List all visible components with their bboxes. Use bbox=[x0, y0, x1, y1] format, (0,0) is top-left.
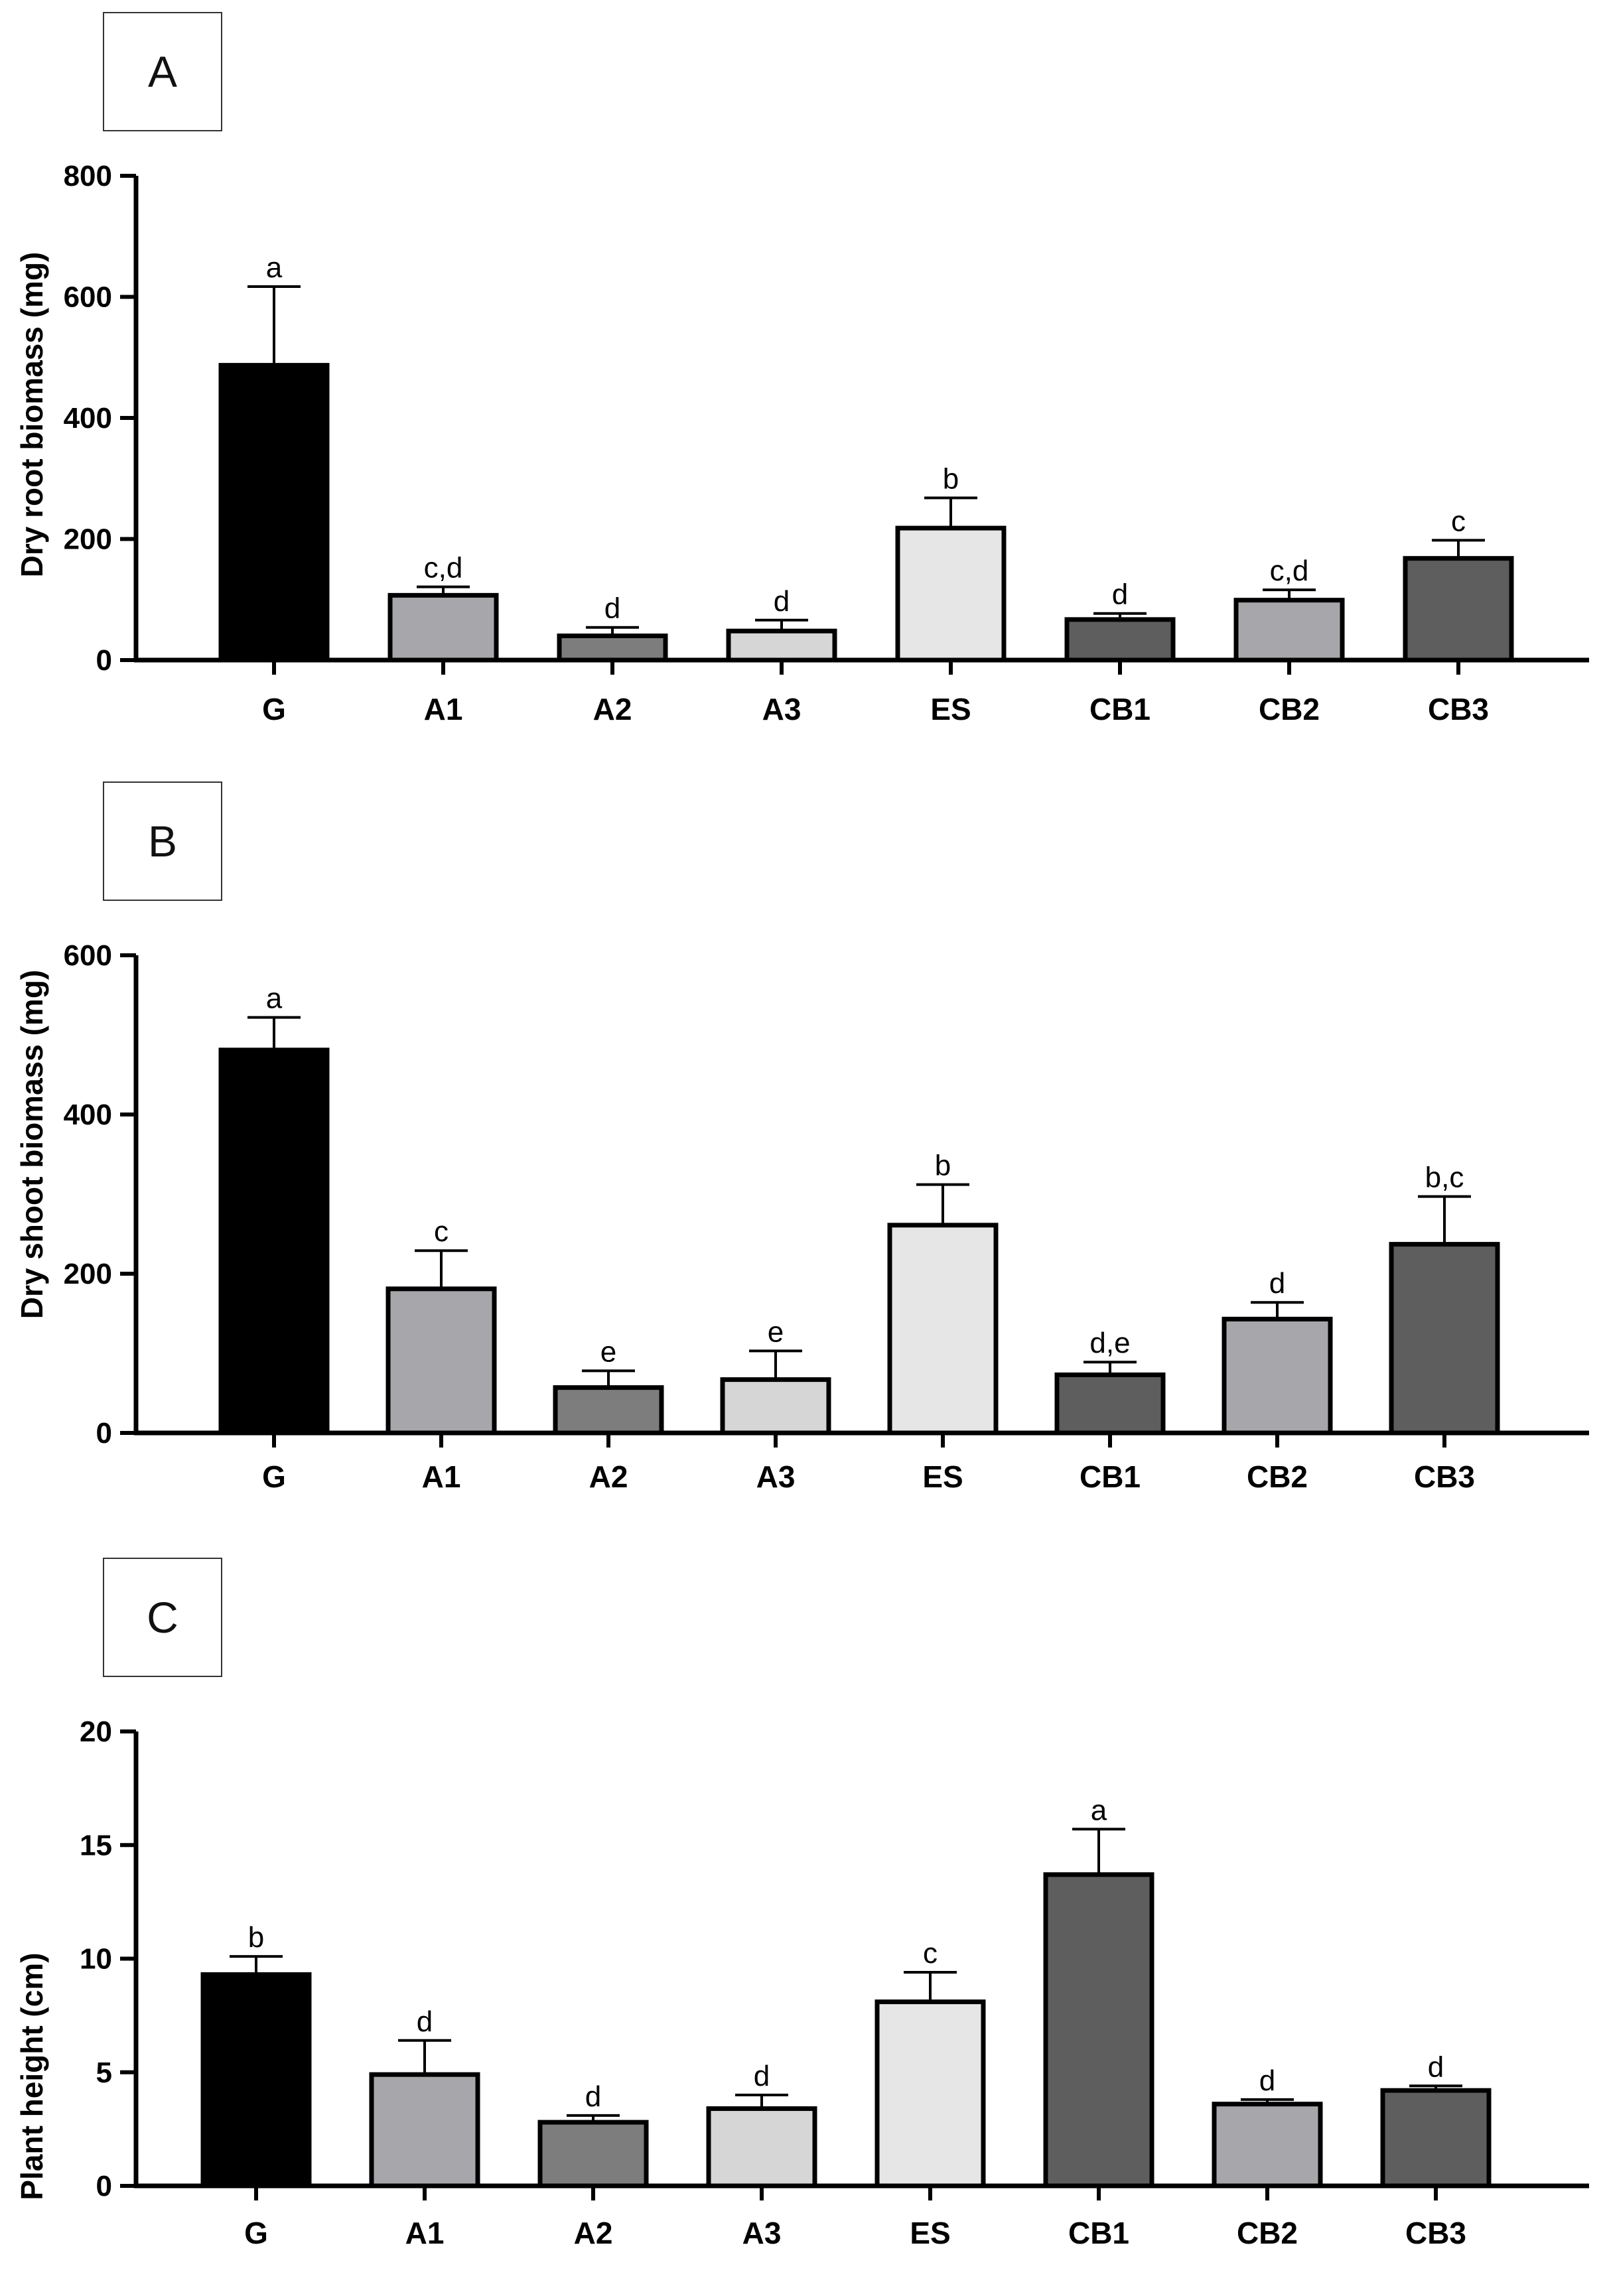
significance-label: e bbox=[768, 1316, 784, 1348]
category-label: G bbox=[244, 2216, 268, 2250]
bar-chart-b: 0 200 400 600 a Gc A1 e A2 e A3 b ES d,e CB1 d CB2 b,c CB3 bbox=[64, 939, 1589, 1494]
category-label: A3 bbox=[762, 692, 802, 726]
bar-a3 bbox=[726, 628, 837, 663]
bar-cb2 bbox=[1233, 598, 1345, 663]
bar-chart-c: 0 5 10 15 20 b Gd A1 d A2 d A3 c ES a CB1 d CB2 d CB3 bbox=[80, 1716, 1589, 2250]
category-label: CB2 bbox=[1237, 2216, 1298, 2250]
bar-es bbox=[895, 525, 1007, 663]
y-tick-label: 0 bbox=[96, 2170, 112, 2202]
bar-chart-a: 0 200 400 600 800 a Gc,d A1 d A2 d A3 b ES d CB1 c,d CB2 c… bbox=[64, 160, 1589, 726]
panel-label: A bbox=[147, 47, 178, 96]
y-tick-label: 400 bbox=[64, 402, 112, 435]
category-label: ES bbox=[930, 692, 971, 726]
bar-a1 bbox=[369, 2072, 480, 2189]
y-tick-label: 0 bbox=[96, 644, 112, 677]
bar-a2 bbox=[537, 2120, 649, 2189]
significance-label: b bbox=[943, 462, 959, 495]
category-label: G bbox=[262, 692, 286, 726]
bar-a3 bbox=[706, 2106, 817, 2189]
category-label: A1 bbox=[405, 2216, 445, 2250]
significance-label: b bbox=[248, 1921, 264, 1954]
significance-label: d bbox=[1428, 2051, 1444, 2083]
significance-label: b bbox=[935, 1150, 951, 1182]
significance-label: a bbox=[266, 982, 283, 1015]
bar-g bbox=[218, 1047, 330, 1436]
panel-label-box: C bbox=[103, 1558, 222, 1677]
category-label: A1 bbox=[424, 692, 463, 726]
significance-label: c bbox=[923, 1937, 938, 1970]
y-tick-label: 600 bbox=[64, 281, 112, 314]
significance-label: d bbox=[585, 2080, 601, 2113]
bar-a2 bbox=[553, 1385, 664, 1436]
bar-cb2 bbox=[1212, 2102, 1323, 2189]
category-label: ES bbox=[910, 2216, 950, 2250]
category-label: CB1 bbox=[1080, 1459, 1141, 1494]
category-label: A3 bbox=[756, 1459, 796, 1494]
significance-label: e bbox=[600, 1335, 616, 1368]
category-label: A3 bbox=[742, 2216, 782, 2250]
category-label: A2 bbox=[574, 2216, 613, 2250]
category-label: A2 bbox=[589, 1459, 628, 1494]
bar-a3 bbox=[720, 1377, 831, 1436]
bar-g bbox=[200, 1972, 312, 2189]
y-tick-label: 800 bbox=[64, 160, 112, 192]
significance-label: d bbox=[1259, 2064, 1275, 2097]
panel-label-box: A bbox=[103, 12, 222, 131]
bar-cb3 bbox=[1403, 556, 1514, 663]
bar-cb2 bbox=[1222, 1316, 1333, 1436]
y-tick-label: 20 bbox=[80, 1716, 112, 1748]
category-label: CB3 bbox=[1414, 1459, 1475, 1494]
y-tick-label: 5 bbox=[96, 2057, 112, 2089]
significance-label: d,e bbox=[1089, 1327, 1130, 1359]
category-label: A2 bbox=[593, 692, 632, 726]
significance-label: d bbox=[774, 585, 790, 618]
bar-cb3 bbox=[1380, 2088, 1492, 2189]
bar-cb1 bbox=[1064, 617, 1176, 663]
significance-label: c bbox=[1451, 505, 1466, 537]
bar-a2 bbox=[557, 634, 668, 663]
panel-label: C bbox=[147, 1593, 178, 1642]
y-tick-label: 400 bbox=[64, 1099, 112, 1131]
significance-label: c,d bbox=[424, 552, 463, 584]
y-tick-label: 200 bbox=[64, 1258, 112, 1290]
panel-label-box: B bbox=[103, 781, 222, 901]
bar-g bbox=[218, 363, 330, 663]
significance-label: d bbox=[417, 2005, 433, 2038]
category-label: CB2 bbox=[1259, 692, 1320, 726]
y-tick-label: 0 bbox=[96, 1417, 112, 1450]
significance-label: a bbox=[266, 251, 283, 284]
significance-label: d bbox=[754, 2060, 770, 2092]
category-label: A1 bbox=[422, 1459, 461, 1494]
category-label: G bbox=[262, 1459, 286, 1494]
significance-label: b,c bbox=[1425, 1162, 1464, 1194]
y-tick-label: 10 bbox=[80, 1943, 112, 1976]
category-label: ES bbox=[922, 1459, 963, 1494]
bar-a1 bbox=[385, 1286, 497, 1436]
panel-label: B bbox=[147, 817, 178, 866]
bar-es bbox=[874, 1999, 986, 2189]
bar-a1 bbox=[387, 592, 499, 663]
significance-label: d bbox=[1112, 578, 1128, 611]
significance-label: c bbox=[434, 1215, 449, 1248]
significance-label: a bbox=[1091, 1794, 1107, 1826]
significance-label: d bbox=[604, 592, 620, 625]
bar-es bbox=[887, 1223, 999, 1436]
category-label: CB1 bbox=[1089, 692, 1151, 726]
category-label: CB1 bbox=[1068, 2216, 1129, 2250]
y-tick-label: 600 bbox=[64, 939, 112, 972]
significance-label: d bbox=[1269, 1267, 1285, 1300]
category-label: CB3 bbox=[1405, 2216, 1466, 2250]
y-tick-label: 15 bbox=[80, 1829, 112, 1861]
y-tick-label: 200 bbox=[64, 523, 112, 556]
bar-cb3 bbox=[1389, 1242, 1500, 1436]
bar-cb1 bbox=[1054, 1372, 1166, 1436]
significance-label: c,d bbox=[1270, 555, 1309, 587]
category-label: CB3 bbox=[1428, 692, 1489, 726]
category-label: CB2 bbox=[1247, 1459, 1308, 1494]
bar-cb1 bbox=[1043, 1872, 1154, 2189]
